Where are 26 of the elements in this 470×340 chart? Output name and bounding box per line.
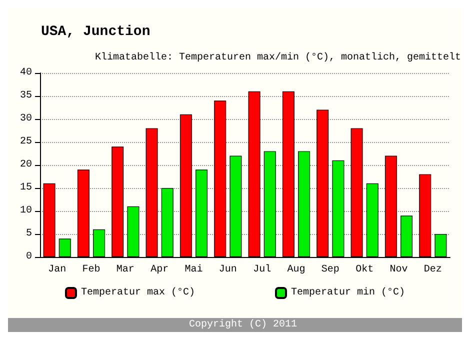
legend-label: Temperatur min (°C): [291, 286, 406, 298]
y-tick-label: 30: [20, 114, 32, 124]
y-tick-label: 10: [20, 206, 32, 216]
x-tick-label: Mar: [116, 264, 134, 276]
x-tick-label: Feb: [82, 264, 100, 276]
x-tick-label: Jun: [218, 264, 237, 276]
x-tick-label: Jul: [253, 264, 272, 276]
chart-subtitle: Klimatabelle: Temperaturen max/min (°C), monatlich, gemittelt: [95, 52, 462, 64]
x-tick-label: Nov: [390, 264, 408, 276]
x-tick-label: Apr: [150, 264, 169, 276]
x-tick-label: Okt: [356, 264, 374, 276]
y-tick-label: 5: [26, 228, 32, 240]
y-tick-label: 35: [20, 90, 32, 102]
y-tick-label: 25: [20, 136, 32, 148]
legend-label: Temperatur max (°C): [80, 286, 196, 298]
x-tick-label: Sep: [321, 264, 340, 276]
x-tick-label: Mai: [184, 264, 203, 276]
y-tick-label: 15: [20, 182, 32, 194]
y-tick-label: 20: [20, 160, 32, 170]
y-tick-label: 40: [20, 68, 32, 78]
x-tick-label: Dez: [424, 264, 442, 276]
x-tick-label: Jan: [48, 264, 66, 276]
x-tick-label: Aug: [287, 264, 306, 276]
chart-title: USA, Junction: [41, 24, 150, 40]
text: Copyright (C) 2011: [188, 318, 298, 330]
y-tick-label: 0: [26, 252, 32, 262]
